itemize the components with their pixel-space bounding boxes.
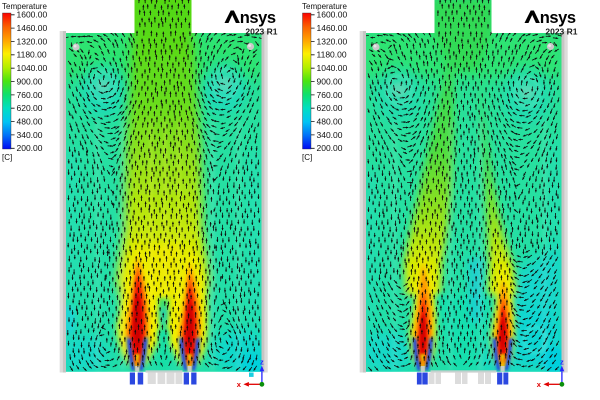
- svg-text:340.00: 340.00: [317, 130, 343, 140]
- svg-text:760.00: 760.00: [317, 90, 343, 100]
- svg-text:340.00: 340.00: [17, 130, 43, 140]
- svg-text:1040.00: 1040.00: [317, 63, 348, 73]
- svg-text:200.00: 200.00: [317, 143, 343, 153]
- svg-text:Temperature: Temperature: [302, 2, 347, 11]
- svg-text:1320.00: 1320.00: [17, 36, 48, 46]
- svg-text:x: x: [237, 380, 242, 389]
- svg-text:200.00: 200.00: [17, 143, 43, 153]
- svg-text:nsys: nsys: [240, 9, 276, 27]
- svg-text:1320.00: 1320.00: [317, 36, 348, 46]
- svg-text:1180.00: 1180.00: [317, 50, 347, 60]
- svg-text:900.00: 900.00: [17, 77, 43, 87]
- svg-text:900.00: 900.00: [317, 77, 343, 87]
- svg-text:620.00: 620.00: [17, 103, 43, 113]
- svg-text:[C]: [C]: [302, 153, 312, 162]
- svg-text:480.00: 480.00: [17, 117, 43, 127]
- svg-text:x: x: [537, 380, 542, 389]
- svg-text:480.00: 480.00: [317, 117, 343, 127]
- svg-text:z: z: [560, 357, 564, 366]
- svg-text:2023 R1: 2023 R1: [245, 27, 277, 37]
- svg-text:1600.00: 1600.00: [317, 10, 348, 20]
- svg-text:nsys: nsys: [540, 9, 576, 27]
- svg-text:2023 R1: 2023 R1: [545, 27, 577, 37]
- svg-text:[C]: [C]: [2, 153, 12, 162]
- svg-text:1460.00: 1460.00: [317, 23, 348, 33]
- svg-text:1460.00: 1460.00: [17, 23, 48, 33]
- svg-text:1600.00: 1600.00: [17, 10, 48, 20]
- svg-text:620.00: 620.00: [317, 103, 343, 113]
- svg-text:1180.00: 1180.00: [17, 50, 47, 60]
- svg-text:1040.00: 1040.00: [17, 63, 48, 73]
- svg-text:760.00: 760.00: [17, 90, 43, 100]
- svg-text:z: z: [260, 357, 264, 366]
- svg-text:Temperature: Temperature: [2, 2, 47, 11]
